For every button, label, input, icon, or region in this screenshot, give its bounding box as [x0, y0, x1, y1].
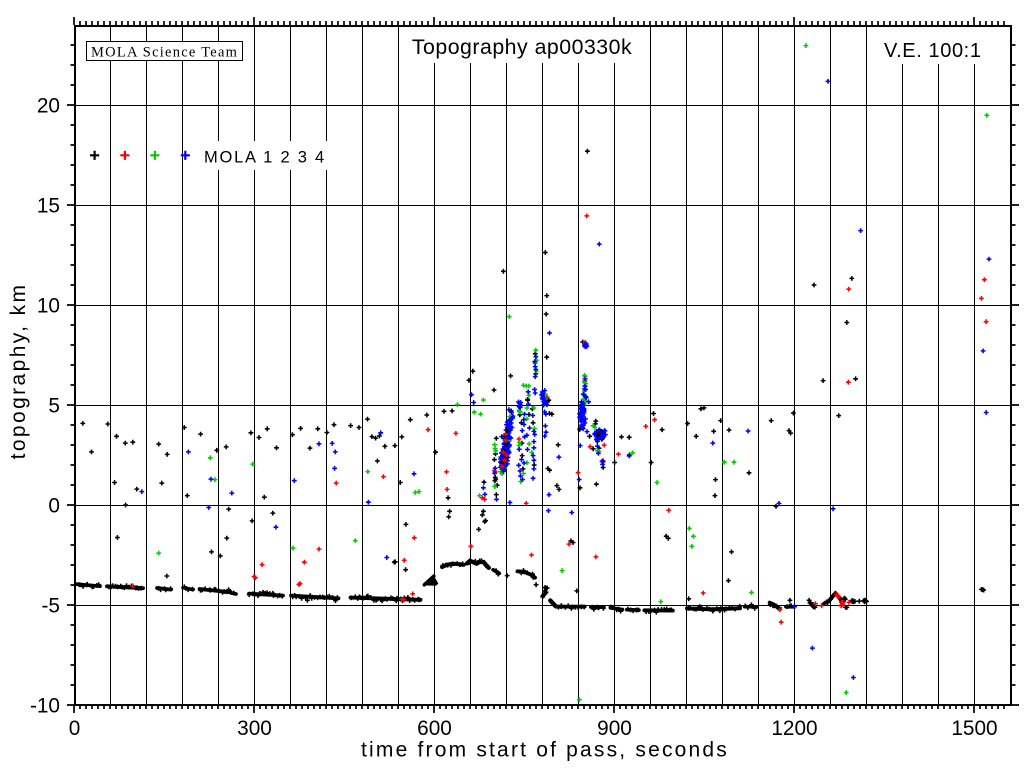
- svg-text:-5: -5: [42, 595, 61, 618]
- svg-text:0: 0: [48, 495, 60, 518]
- svg-text:topography, km: topography, km: [7, 283, 30, 460]
- svg-text:1500: 1500: [951, 717, 997, 740]
- svg-text:10: 10: [37, 295, 60, 318]
- svg-text:0: 0: [69, 717, 81, 740]
- svg-text:1200: 1200: [771, 717, 817, 740]
- svg-text:600: 600: [417, 717, 452, 740]
- svg-text:300: 300: [237, 717, 272, 740]
- svg-text:MOLA 1 2 3 4: MOLA 1 2 3 4: [204, 149, 326, 167]
- svg-text:MOLA Science Team: MOLA Science Team: [91, 45, 238, 61]
- svg-text:5: 5: [48, 395, 60, 418]
- svg-text:V.E. 100:1: V.E. 100:1: [884, 40, 982, 62]
- svg-text:15: 15: [37, 195, 60, 218]
- svg-text:-10: -10: [30, 695, 60, 718]
- svg-text:time from start of pass, secon: time from start of pass, seconds: [361, 739, 729, 762]
- svg-text:900: 900: [597, 717, 632, 740]
- svg-text:20: 20: [37, 95, 60, 118]
- svg-text:Topography ap00330k: Topography ap00330k: [412, 35, 632, 59]
